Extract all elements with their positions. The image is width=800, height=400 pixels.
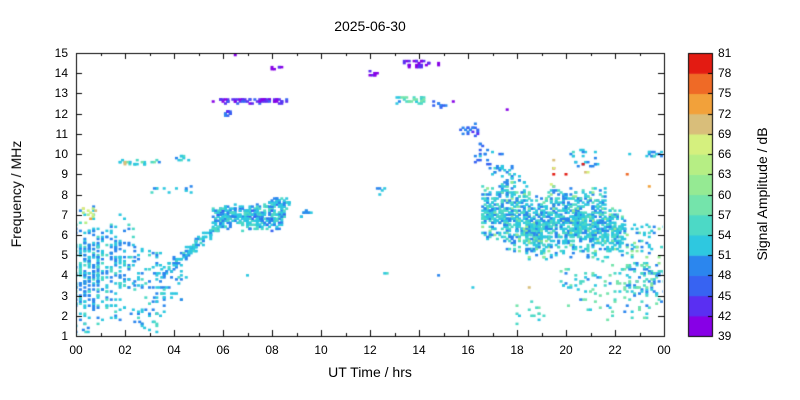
y-axis-label: Frequency / MHz bbox=[8, 140, 24, 248]
colorbar-label: Signal Amplitude / dB bbox=[754, 127, 770, 261]
x-axis-label: UT Time / hrs bbox=[328, 364, 412, 380]
chart-title: 2025-06-30 bbox=[334, 18, 406, 34]
